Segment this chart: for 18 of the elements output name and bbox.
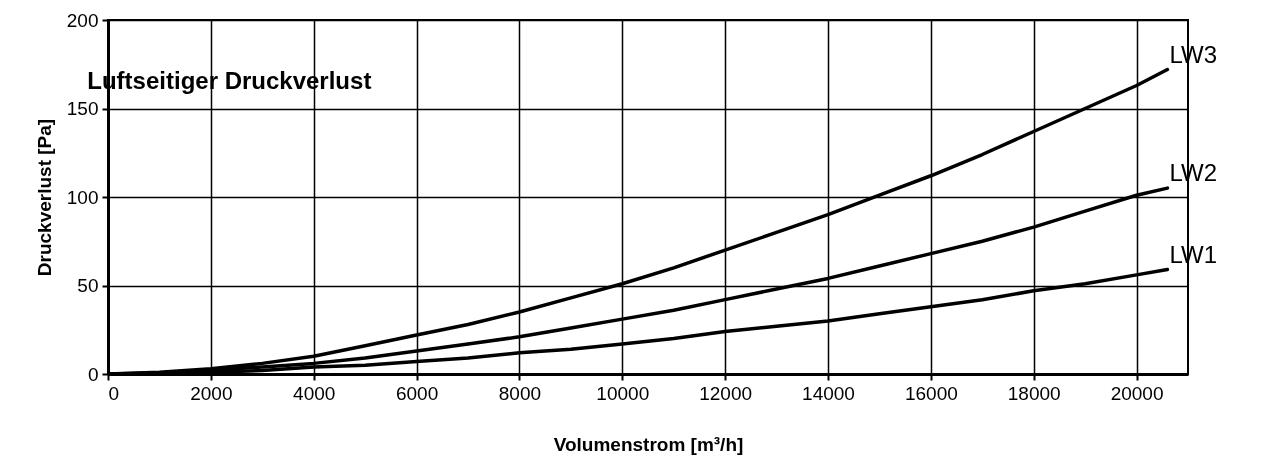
y-tick-label: 200 <box>66 9 99 31</box>
x-axis-title: Volumenstrom [m³/h] <box>553 433 744 455</box>
y-tick-label: 0 <box>87 363 99 385</box>
x-tick-label: 18000 <box>1007 382 1061 404</box>
y-tick-label: 100 <box>66 186 99 208</box>
x-tick-label: 16000 <box>904 382 958 404</box>
x-tick-label: 12000 <box>699 382 753 404</box>
x-tick-label: 20000 <box>1110 382 1164 404</box>
x-tick-label: 6000 <box>395 382 439 404</box>
y-tick-label: 50 <box>77 275 99 296</box>
x-tick-label: 14000 <box>802 382 855 404</box>
x-tick-label: 0 <box>108 382 120 404</box>
y-axis-title: Druckverlust [Pa] <box>33 118 55 277</box>
y-tick-label: 150 <box>66 98 99 119</box>
x-tick-label: 10000 <box>596 382 650 404</box>
x-tick-label: 8000 <box>498 382 542 404</box>
x-tick-label: 2000 <box>190 382 233 404</box>
x-tick-label: 4000 <box>293 382 336 404</box>
